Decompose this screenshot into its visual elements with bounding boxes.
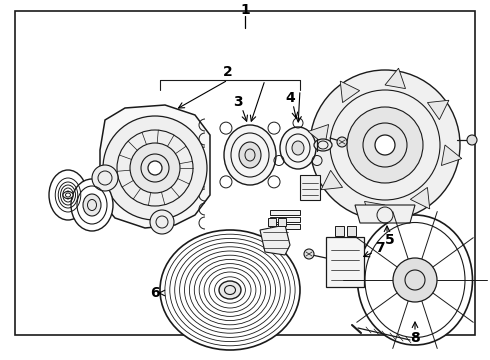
Bar: [347, 226, 356, 236]
Circle shape: [150, 210, 174, 234]
Bar: [335, 226, 344, 236]
Circle shape: [347, 107, 423, 183]
Circle shape: [103, 116, 207, 220]
Polygon shape: [308, 125, 329, 145]
Text: 7: 7: [375, 241, 385, 255]
Circle shape: [304, 249, 314, 259]
Ellipse shape: [314, 139, 332, 151]
Bar: [268, 218, 276, 226]
Ellipse shape: [71, 179, 113, 231]
Ellipse shape: [292, 141, 304, 155]
Bar: [278, 218, 286, 226]
Ellipse shape: [239, 142, 261, 168]
Polygon shape: [355, 205, 415, 223]
Polygon shape: [427, 100, 449, 120]
Text: 8: 8: [410, 331, 420, 345]
Circle shape: [393, 258, 437, 302]
Text: 3: 3: [233, 95, 243, 109]
Text: 6: 6: [150, 286, 160, 300]
Text: 5: 5: [385, 233, 395, 247]
FancyBboxPatch shape: [326, 237, 364, 287]
Ellipse shape: [224, 125, 276, 185]
Bar: [270, 217, 300, 222]
Bar: [300, 175, 320, 200]
Circle shape: [92, 165, 118, 191]
Ellipse shape: [358, 215, 472, 345]
Ellipse shape: [83, 194, 101, 216]
Text: 1: 1: [240, 3, 250, 17]
Polygon shape: [365, 201, 385, 222]
Circle shape: [375, 135, 395, 155]
Text: 4: 4: [285, 91, 295, 105]
Text: 2: 2: [223, 65, 233, 79]
Polygon shape: [260, 225, 290, 255]
Polygon shape: [441, 145, 462, 166]
Polygon shape: [410, 188, 430, 209]
Ellipse shape: [160, 230, 300, 350]
Polygon shape: [340, 81, 360, 103]
Bar: [270, 210, 300, 215]
Polygon shape: [100, 105, 210, 228]
Circle shape: [148, 161, 162, 175]
Polygon shape: [321, 170, 343, 190]
Ellipse shape: [219, 281, 241, 299]
Circle shape: [337, 137, 347, 147]
Bar: [270, 224, 300, 229]
Polygon shape: [385, 68, 406, 89]
Circle shape: [467, 135, 477, 145]
Ellipse shape: [49, 170, 87, 220]
Ellipse shape: [63, 192, 73, 198]
Ellipse shape: [280, 127, 316, 169]
Circle shape: [310, 70, 460, 220]
Circle shape: [130, 143, 180, 193]
